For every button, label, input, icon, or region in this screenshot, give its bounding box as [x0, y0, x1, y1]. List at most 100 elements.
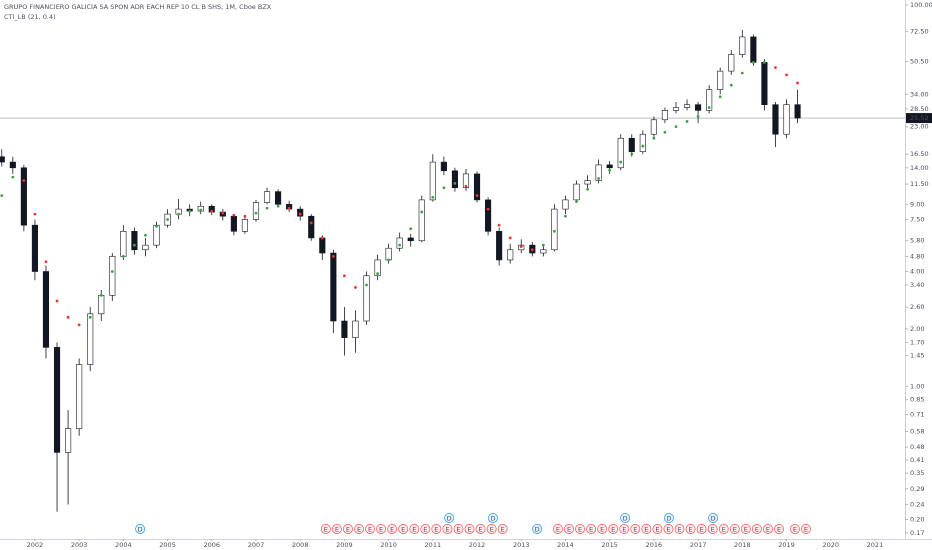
- y-tick-label: 0.58: [910, 427, 924, 435]
- event-label: E: [357, 525, 361, 533]
- indicator-dot: [519, 245, 523, 249]
- indicator-dot: [166, 218, 169, 221]
- candle-body: [308, 215, 315, 239]
- indicator-dot: [453, 181, 457, 185]
- earnings-marker: [597, 524, 608, 534]
- last-price-label: 25.52: [910, 114, 929, 122]
- indicator-dot: [597, 177, 601, 180]
- candle-body: [728, 54, 735, 72]
- earnings-marker: [497, 524, 508, 534]
- event-label: E: [677, 525, 681, 533]
- candle-body: [241, 219, 248, 232]
- candle-body: [628, 137, 635, 153]
- indicator-dot: [740, 71, 744, 75]
- earnings-marker: [619, 524, 630, 534]
- indicator-dot: [420, 210, 424, 214]
- chart-title: GRUPO FINANCIERO GALICIA SA SPON ADR EAC…: [4, 3, 272, 11]
- candle-body: [385, 247, 392, 261]
- event-label: D: [138, 525, 143, 533]
- earnings-marker: [751, 524, 762, 534]
- y-tick-label: 5.80: [910, 237, 924, 245]
- indicator-dot: [155, 224, 158, 228]
- indicator-dot: [66, 315, 70, 319]
- candle-body: [717, 70, 724, 90]
- x-tick-label: 2014: [557, 541, 574, 549]
- candle-body: [573, 183, 580, 201]
- dividend-marker: [708, 513, 719, 523]
- indicator-dot: [210, 209, 214, 213]
- x-tick-label: 2005: [159, 541, 176, 549]
- earnings-marker: [342, 524, 353, 534]
- candle-body: [76, 364, 83, 429]
- x-tick-label: 2016: [646, 541, 663, 549]
- earnings-marker: [774, 524, 784, 534]
- indicator-dot: [718, 95, 722, 99]
- x-tick-label: 2021: [867, 541, 884, 549]
- indicator-dot: [541, 243, 545, 247]
- earnings-marker: [586, 524, 597, 534]
- candle-body: [606, 164, 613, 169]
- indicator-dot: [254, 211, 258, 215]
- indicator-dot: [376, 272, 379, 276]
- x-tick-label: 2002: [27, 541, 44, 549]
- candle-body: [695, 104, 702, 111]
- candle-body: [153, 224, 160, 246]
- indicator-dot: [276, 204, 280, 208]
- y-tick-label: 0.24: [910, 500, 924, 508]
- earnings-marker: [718, 524, 729, 534]
- y-tick-label: 9.00: [910, 200, 924, 208]
- candle-body: [275, 191, 282, 205]
- indicator-dot: [685, 120, 689, 123]
- event-label: E: [390, 525, 394, 533]
- indicator-dot: [729, 83, 733, 87]
- candle-body: [407, 237, 414, 242]
- candle-body: [595, 164, 602, 181]
- event-label: E: [744, 525, 748, 533]
- y-tick-label: 11.50: [910, 180, 929, 188]
- y-tick-label: 72.50: [910, 28, 929, 36]
- candle-body: [53, 347, 61, 453]
- indicator-dot: [508, 236, 512, 240]
- candle-body: [341, 320, 348, 338]
- y-tick-label: 1.45: [910, 352, 924, 360]
- event-label: E: [434, 525, 438, 533]
- candle-body: [683, 104, 691, 108]
- event-label: E: [412, 525, 416, 533]
- y-tick-label: 34.00: [910, 90, 929, 98]
- candle-body: [462, 173, 470, 189]
- candle-body: [363, 275, 370, 322]
- event-label: E: [578, 525, 582, 533]
- event-label: E: [644, 525, 648, 533]
- y-tick-label: 0.20: [910, 516, 924, 524]
- dividend-marker: [444, 513, 455, 523]
- earnings-marker: [420, 524, 431, 534]
- indicator-dot: [608, 168, 612, 172]
- earnings-marker: [453, 524, 464, 534]
- candle-body: [230, 215, 237, 232]
- earnings-marker: [740, 524, 751, 534]
- candle-body: [374, 259, 381, 277]
- earnings-marker: [486, 524, 497, 534]
- indicator-dot: [343, 274, 346, 278]
- event-label: E: [622, 525, 626, 533]
- indicator-dot: [652, 136, 656, 140]
- earnings-marker: [729, 524, 740, 534]
- y-tick-label: 100.00: [910, 1, 932, 9]
- indicator-dot: [55, 299, 59, 303]
- y-tick-label: 0.48: [910, 443, 924, 451]
- candle-body: [485, 199, 492, 232]
- y-tick-label: 0.41: [910, 456, 924, 464]
- candle-body: [252, 202, 260, 220]
- y-tick-label: 50.50: [910, 58, 929, 66]
- event-label: E: [666, 525, 670, 533]
- candle-body: [263, 191, 271, 203]
- dividend-marker: [532, 524, 543, 534]
- x-tick-label: 2017: [690, 541, 707, 549]
- event-label: D: [490, 514, 495, 522]
- candle-body: [429, 161, 436, 201]
- indicator-dot: [0, 194, 4, 198]
- earnings-marker: [331, 524, 342, 534]
- event-label: E: [423, 525, 427, 533]
- y-tick-label: 7.50: [910, 215, 924, 223]
